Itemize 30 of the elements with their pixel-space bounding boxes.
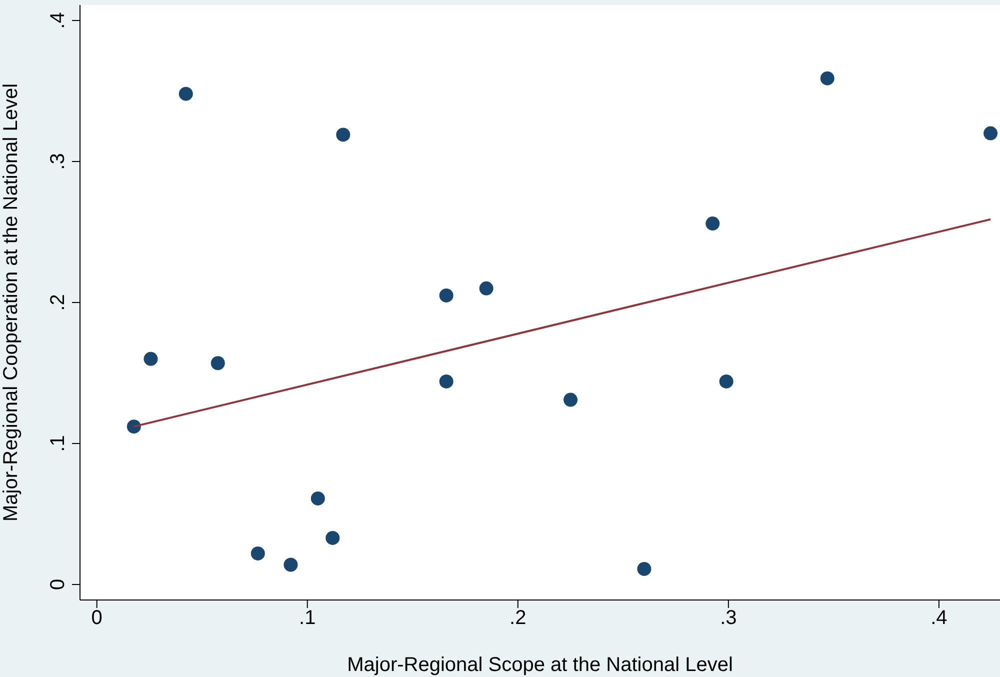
point	[479, 281, 494, 296]
y-tick-label: .1	[47, 435, 69, 452]
point	[126, 420, 141, 434]
point	[564, 392, 578, 407]
x-tick-label: .2	[510, 607, 526, 630]
x-axis-title: Major-Regional Scope at the National Level	[347, 654, 733, 676]
point	[178, 86, 193, 101]
point	[820, 71, 834, 86]
x-tick-label: .3	[720, 607, 737, 630]
point	[439, 374, 454, 388]
point	[439, 288, 454, 302]
point	[706, 216, 720, 231]
point	[144, 352, 158, 366]
point	[284, 558, 298, 572]
point	[984, 126, 998, 140]
point	[250, 546, 265, 560]
point	[326, 530, 340, 545]
point	[336, 128, 350, 142]
point	[719, 374, 734, 388]
y-tick-label: .3	[47, 153, 69, 170]
x-tick-label: .4	[930, 607, 948, 630]
y-axis-title: Major-Regional Cooperation at the National Level	[0, 83, 22, 522]
point	[637, 562, 652, 576]
y-tick-label: 0	[47, 578, 69, 590]
x-tick-label: .1	[299, 607, 316, 630]
x-tick-label: 0	[91, 607, 102, 630]
point	[310, 491, 325, 506]
y-tick-label: .4	[47, 12, 69, 29]
y-tick-label: .2	[47, 294, 69, 311]
point	[210, 356, 225, 370]
